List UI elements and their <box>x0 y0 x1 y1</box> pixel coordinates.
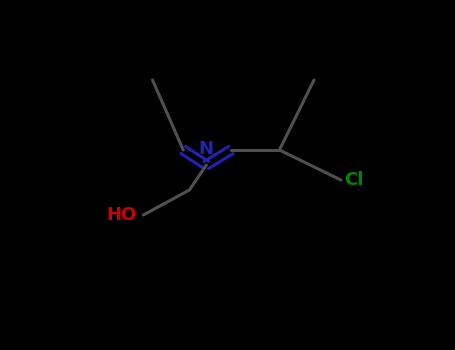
Text: Cl: Cl <box>344 171 364 189</box>
Text: HO: HO <box>106 206 136 224</box>
Text: N: N <box>199 140 214 158</box>
